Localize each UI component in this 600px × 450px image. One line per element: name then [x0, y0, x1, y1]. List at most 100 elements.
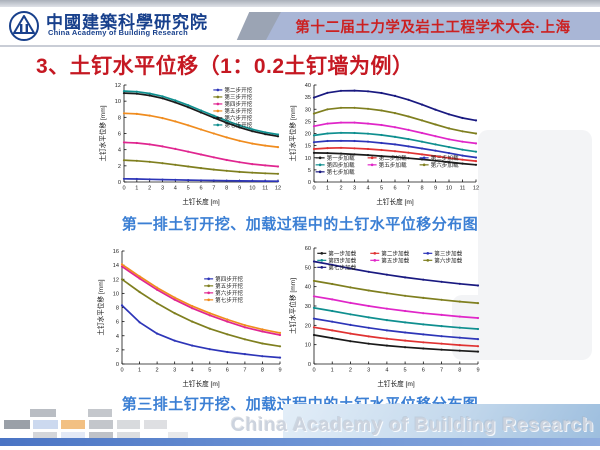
org-name-english: China Academy of Building Research [48, 28, 188, 37]
svg-text:4: 4 [191, 368, 194, 374]
svg-text:1: 1 [326, 186, 329, 192]
svg-text:20: 20 [305, 132, 311, 138]
svg-text:4: 4 [174, 186, 177, 192]
svg-text:第四步开挖: 第四步开挖 [215, 275, 243, 283]
svg-text:5: 5 [380, 186, 383, 192]
svg-text:14: 14 [113, 263, 119, 269]
svg-text:35: 35 [305, 95, 311, 101]
mosaic-tile [33, 420, 58, 429]
svg-text:第三步加载: 第三步加载 [431, 154, 459, 162]
svg-text:7: 7 [243, 368, 246, 374]
svg-text:30: 30 [305, 107, 311, 113]
svg-text:第六步开挖: 第六步开挖 [215, 289, 243, 297]
svg-text:12: 12 [115, 83, 121, 89]
svg-text:8: 8 [420, 186, 423, 192]
svg-text:6: 6 [116, 320, 119, 326]
chart-row3-loading: 0 1 2 3 4 5 6 7 8 9 0 10 20 30 40 50 60 土钉长度 [m] 土钉水平位移 [m… [288, 246, 480, 388]
svg-text:第二步加载: 第二步加载 [381, 249, 409, 257]
svg-text:6: 6 [199, 186, 202, 192]
svg-text:10: 10 [446, 186, 452, 192]
svg-text:第七步开挖: 第七步开挖 [224, 121, 252, 129]
svg-text:土钉长度 [m]: 土钉长度 [m] [377, 379, 415, 388]
svg-text:4: 4 [118, 148, 121, 154]
svg-text:15: 15 [305, 144, 311, 150]
mosaic-tile [144, 420, 167, 429]
svg-text:11: 11 [460, 186, 466, 192]
svg-text:4: 4 [366, 186, 369, 192]
svg-text:1: 1 [135, 186, 138, 192]
svg-text:2: 2 [339, 186, 342, 192]
svg-text:第五步开挖: 第五步开挖 [224, 107, 252, 115]
svg-text:9: 9 [278, 368, 281, 374]
svg-text:2: 2 [116, 348, 119, 354]
svg-text:6: 6 [118, 132, 121, 138]
svg-text:第六步加载: 第六步加载 [434, 256, 462, 264]
svg-text:5: 5 [308, 168, 311, 174]
svg-text:50: 50 [305, 265, 311, 271]
mosaic-tile [89, 420, 113, 429]
svg-text:6: 6 [393, 186, 396, 192]
svg-text:40: 40 [305, 285, 311, 291]
svg-text:11: 11 [262, 186, 268, 192]
svg-text:3: 3 [161, 186, 164, 192]
svg-text:10: 10 [115, 99, 121, 105]
svg-text:9: 9 [434, 186, 437, 192]
svg-text:第四步加载: 第四步加载 [327, 161, 355, 169]
org-name-chinese: 中國建築科學研究院 [46, 13, 208, 33]
svg-text:0: 0 [120, 368, 123, 374]
svg-text:5: 5 [208, 368, 211, 374]
svg-text:20: 20 [305, 323, 311, 329]
mosaic-tile [4, 420, 30, 429]
mosaic-tile [33, 432, 57, 440]
svg-text:9: 9 [476, 368, 479, 374]
svg-text:第五步开挖: 第五步开挖 [215, 282, 243, 290]
svg-text:0: 0 [312, 186, 315, 192]
svg-text:5: 5 [187, 186, 190, 192]
svg-text:土钉水平位移 [mm]: 土钉水平位移 [mm] [96, 279, 105, 335]
svg-text:0: 0 [308, 180, 311, 186]
mosaic-tile [61, 420, 85, 429]
svg-text:2: 2 [148, 186, 151, 192]
svg-text:8: 8 [118, 115, 121, 121]
svg-text:0: 0 [122, 186, 125, 192]
svg-text:土钉长度 [m]: 土钉长度 [m] [182, 197, 220, 206]
svg-text:2: 2 [118, 164, 121, 170]
svg-text:2: 2 [349, 368, 352, 374]
background-ghost-shape [452, 295, 592, 360]
svg-text:8: 8 [225, 186, 228, 192]
svg-text:1: 1 [138, 368, 141, 374]
svg-text:10: 10 [249, 186, 255, 192]
svg-text:0: 0 [118, 180, 121, 186]
background-ghost-shape [478, 130, 592, 315]
svg-text:0: 0 [116, 362, 119, 368]
svg-text:12: 12 [113, 277, 119, 283]
mosaic-tile [61, 432, 85, 440]
mosaic-tile [88, 409, 112, 417]
svg-text:5: 5 [404, 368, 407, 374]
svg-text:3: 3 [367, 368, 370, 374]
svg-text:9: 9 [238, 186, 241, 192]
svg-text:第一步加载: 第一步加载 [327, 154, 355, 162]
svg-text:第一步加载: 第一步加载 [328, 249, 356, 257]
svg-text:第七步开挖: 第七步开挖 [215, 296, 243, 304]
svg-text:第二步加载: 第二步加载 [379, 154, 407, 162]
svg-text:土钉长度 [m]: 土钉长度 [m] [182, 379, 220, 388]
svg-text:第三步加载: 第三步加载 [434, 249, 462, 257]
svg-text:4: 4 [385, 368, 388, 374]
svg-text:第七步加载: 第七步加载 [327, 168, 355, 176]
svg-text:第四步开挖: 第四步开挖 [224, 100, 252, 108]
svg-text:8: 8 [261, 368, 264, 374]
mosaic-tile [168, 432, 188, 440]
svg-text:60: 60 [305, 246, 311, 252]
svg-text:7: 7 [212, 186, 215, 192]
svg-text:7: 7 [407, 186, 410, 192]
svg-text:12: 12 [275, 186, 281, 192]
svg-text:第七步加载: 第七步加载 [328, 263, 356, 271]
header-bar: 中國建築科學研究院 China Academy of Building Rese… [0, 7, 600, 47]
mosaic-tile [30, 409, 56, 417]
svg-text:土钉水平位移 [mm]: 土钉水平位移 [mm] [288, 105, 297, 161]
